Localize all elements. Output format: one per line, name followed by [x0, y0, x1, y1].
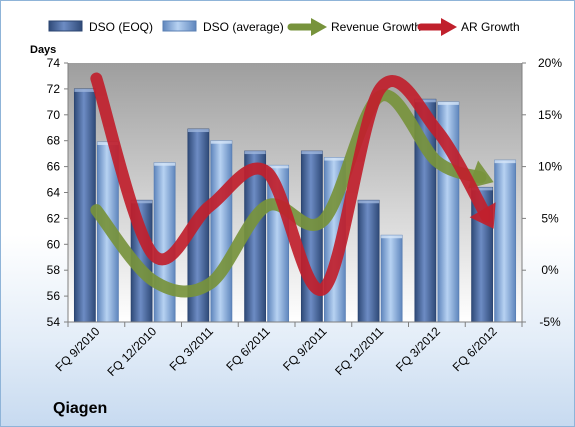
y-tick-label: 74	[47, 56, 61, 70]
y-tick-label: 70	[47, 108, 61, 122]
bar-cap	[471, 187, 493, 191]
ar-growth-line-arrowhead	[469, 202, 496, 229]
y-tick-label: 58	[47, 263, 61, 277]
y-tick-label: 64	[47, 186, 61, 200]
legend-label: DSO (EOQ)	[89, 20, 153, 34]
legend-arrow-revenue-growth	[311, 18, 327, 36]
x-tick-label: FQ 12/2011	[332, 324, 386, 378]
x-tick-label: FQ 6/2011	[223, 324, 273, 374]
ar-growth-line	[90, 72, 493, 296]
y-tick-label: 62	[47, 211, 61, 225]
x-tick-label: FQ 6/2012	[450, 324, 500, 374]
bar-cap	[210, 140, 232, 144]
y-tick-label: 54	[47, 315, 61, 329]
bar-cap	[494, 160, 516, 164]
bar-dso-eoq	[357, 199, 380, 323]
bar-dso-average	[494, 159, 517, 323]
bar-dso-eoq	[300, 150, 323, 323]
legend-label: Revenue Growth	[331, 20, 421, 34]
bar-cap	[244, 151, 266, 155]
y-tick-label: 60	[47, 237, 61, 251]
legend-swatch-dso-average	[162, 20, 197, 32]
y-axis-title: Days	[30, 44, 56, 56]
legend-label: AR Growth	[461, 20, 520, 34]
legend: DSO (EOQ) DSO (average) Revenue Growth AR G…	[48, 18, 520, 36]
y2-tick-label: 15%	[538, 108, 562, 122]
bars-group	[73, 88, 517, 323]
bar-dso-average	[210, 140, 233, 323]
bar-dso-average	[380, 234, 403, 323]
y-tick-label: 72	[47, 82, 61, 96]
legend-arrow-ar-growth	[441, 18, 457, 36]
bar-cap	[414, 99, 436, 103]
bar-cap	[267, 165, 289, 169]
bar-cap	[381, 235, 403, 239]
y2-tick-label: 5%	[541, 211, 559, 225]
legend-swatch-dso-eoq	[48, 20, 83, 32]
y-tick-label: 56	[47, 289, 61, 303]
x-tick-label: FQ 12/2010	[105, 324, 160, 379]
y-tick-label: 68	[47, 134, 61, 148]
x-tick-label: FQ 3/2012	[393, 324, 443, 374]
y2-tick-label: 0%	[541, 263, 559, 277]
y-tick-label: 66	[47, 160, 61, 174]
x-tick-label: FQ 3/2011	[167, 324, 217, 374]
legend-label: DSO (average)	[203, 20, 284, 34]
x-tick-label: FQ 9/2010	[53, 324, 103, 374]
bar-cap	[131, 200, 153, 204]
bar-dso-eoq	[73, 88, 96, 323]
y2-tick-label: 10%	[538, 160, 562, 174]
growth-lines-group	[90, 72, 496, 298]
y2-tick-label: 20%	[538, 56, 562, 70]
bar-cap	[437, 101, 459, 105]
bar-cap	[324, 157, 346, 161]
bar-cap	[74, 88, 96, 92]
bar-dso-average	[153, 162, 176, 323]
company-name: Qiagen	[53, 400, 108, 417]
bar-cap	[358, 200, 380, 204]
bar-cap	[187, 129, 209, 133]
bar-cap	[301, 151, 323, 155]
x-tick-label: FQ 9/2011	[280, 324, 330, 374]
bar-cap	[154, 162, 176, 166]
y2-tick-label: -5%	[539, 315, 561, 329]
revenue-growth-line	[90, 89, 487, 298]
